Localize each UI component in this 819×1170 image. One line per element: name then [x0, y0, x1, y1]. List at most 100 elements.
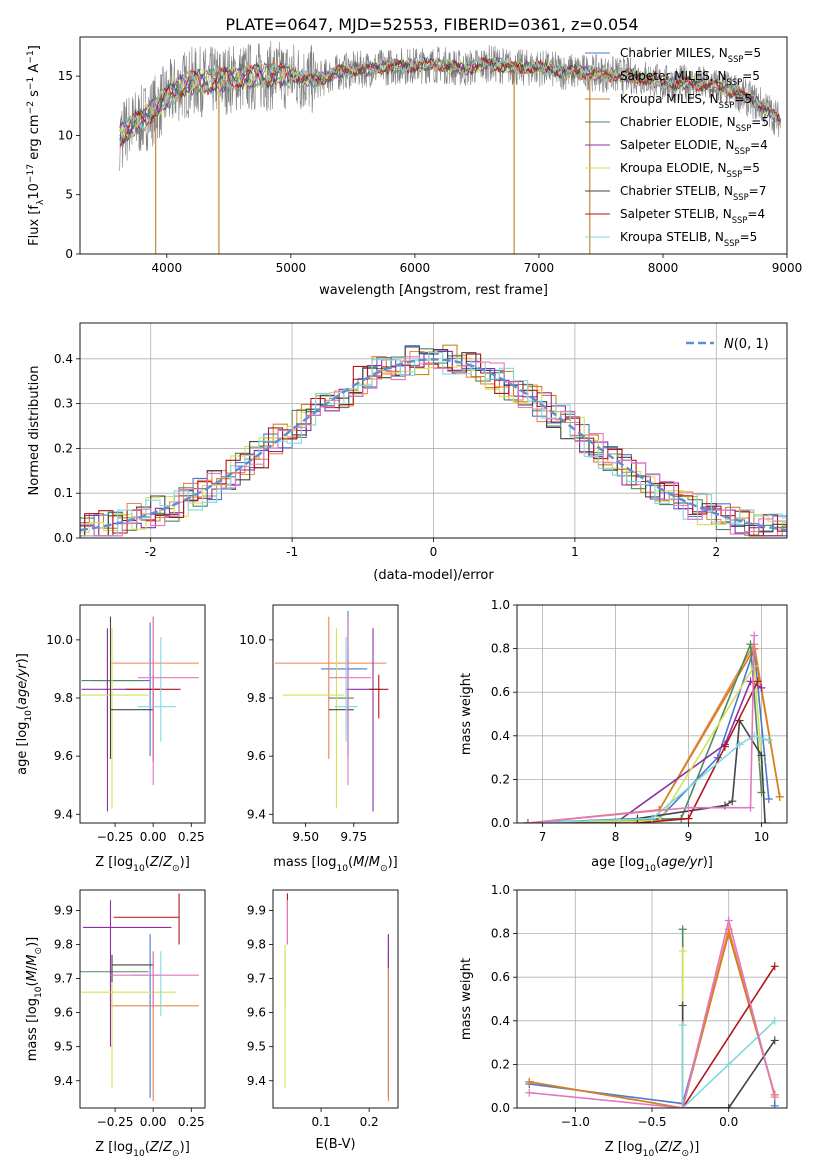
y-tick-label: 5: [65, 188, 73, 202]
mass-weight-marker: [770, 1093, 779, 1102]
y-tick-label: 9.6: [247, 1006, 266, 1020]
legend-label: Salpeter STELIB, NSSP=4: [620, 207, 765, 225]
y-tick-label: 9.8: [54, 691, 73, 705]
y-tick-label: 1.0: [491, 598, 510, 612]
mass_vs_EBV-plot-area: [284, 893, 389, 1102]
mass-weight-marker: [757, 751, 766, 760]
mass-weight-marker: [761, 819, 770, 823]
mass-weight-marker: [770, 1101, 779, 1108]
x-axis-label: (data-model)/error: [373, 568, 494, 583]
x-tick-label: -1: [286, 545, 298, 559]
residual-histogram-step: [80, 353, 787, 537]
mass-weight-marker: [746, 803, 755, 812]
y-tick-label: 9.7: [247, 972, 266, 986]
y-tick-label: 9.6: [54, 749, 73, 763]
spectrum-panel: 4000 5000 6000 7000 8000 9000 0 5 10 15 wavelength…: [26, 36, 802, 298]
mass-weight-marker: [523, 819, 532, 823]
axes-frame: [79, 322, 788, 539]
model-spectrum-line: [119, 56, 781, 144]
y-tick-label: 0.6: [491, 970, 510, 984]
mass-weight-marker: [753, 677, 762, 686]
x-tick-label: 9.75: [340, 830, 367, 844]
y-axis-label: mass [log10(M/M⊙)]: [25, 937, 44, 1061]
x-tick-label: 5000: [276, 261, 307, 275]
x-axis-label: Z [log10(Z/Z⊙)]: [605, 1140, 700, 1159]
mass-weight-marker: [770, 962, 779, 971]
axes-frame: [79, 36, 788, 255]
y-tick-label: 0.2: [491, 772, 510, 786]
y-tick-label: 0.3: [54, 397, 73, 411]
age_vs_Z-panel: −0.25 0.00 0.25 9.4 9.6 9.8 10.0 Z [log10(Z/Z⊙)…: [15, 604, 206, 874]
residuals-plot-area: [80, 344, 787, 537]
x-tick-label: 0.25: [178, 830, 205, 844]
legend-label: Salpeter MILES, NSSP=5: [620, 69, 760, 87]
y-tick-label: 15: [58, 69, 73, 83]
spectrum-plot-area: [119, 40, 781, 254]
y-tick-label: 9.6: [247, 749, 266, 763]
y-tick-label: 0.0: [491, 1101, 510, 1115]
x-axis-label: wavelength [Angstrom, rest frame]: [319, 283, 548, 298]
x-tick-label: 4000: [152, 261, 183, 275]
age_vs_mass-panel: 9.50 9.75 9.4 9.6 9.8 10.0 mass [log10(M/M⊙)]: [239, 604, 399, 874]
mass-weight-line: [529, 930, 776, 1108]
mass-weight-marker: [724, 1104, 733, 1108]
x-tick-label: 6000: [400, 261, 431, 275]
y-tick-label: 9.9: [247, 903, 266, 917]
mass-weight-marker: [525, 1077, 534, 1086]
x-tick-label: 0.0: [719, 1115, 738, 1129]
mass-weight-line: [527, 635, 755, 823]
x-tick-label: 7000: [524, 261, 555, 275]
x-tick-label: -2: [145, 545, 157, 559]
mass-weight-marker: [648, 814, 656, 823]
axes-frame: [272, 604, 399, 824]
y-tick-label: 9.8: [247, 691, 266, 705]
legend-label: Kroupa MILES, NSSP=5: [620, 92, 752, 110]
legend-label: Salpeter ELODIE, NSSP=4: [620, 138, 768, 156]
mass-weight-line: [529, 920, 776, 1108]
mass-weight-marker: [770, 1016, 779, 1025]
x-axis-label: age [log10(age/yr)]: [591, 855, 713, 874]
x-tick-label: 9.50: [292, 830, 319, 844]
legend-label: Kroupa ELODIE, NSSP=5: [620, 161, 760, 179]
mass-weight-marker: [633, 819, 642, 823]
mass-weight-marker: [678, 1021, 687, 1030]
residual-histogram-step: [80, 357, 787, 533]
x-tick-label: 1: [571, 545, 579, 559]
x-tick-label: 0: [430, 545, 438, 559]
x-tick-label: 0.00: [140, 1115, 167, 1129]
y-tick-label: 0.2: [491, 1057, 510, 1071]
mass-weight-marker: [525, 1088, 534, 1097]
axes-frame: [516, 604, 788, 824]
y-tick-label: 0: [65, 247, 73, 261]
x-tick-label: 0.2: [360, 1115, 379, 1129]
mass-weight-marker: [724, 916, 733, 925]
y-tick-label: 9.8: [54, 938, 73, 952]
mass-weight-marker: [728, 797, 737, 806]
y-tick-label: 10: [58, 128, 73, 142]
y-axis-label: Normed distribution: [27, 366, 42, 496]
x-axis-label: E(B-V): [315, 1137, 355, 1152]
mass-weight-marker: [678, 1104, 687, 1108]
mass-weight-marker: [757, 683, 766, 692]
mass_vs_EBV-panel: 0.1 0.2 9.4 9.5 9.6 9.7 9.8 9.9 E(B-V): [247, 889, 399, 1152]
weight_vs_Z-plot-area: [525, 916, 779, 1108]
residuals-panel: -2 -1 0 1 2 0.0 0.1 0.2 0.3 0.4 (data-model)/error…: [27, 322, 788, 583]
y-tick-label: 0.4: [54, 352, 73, 366]
y-tick-label: 9.5: [247, 1040, 266, 1054]
axes-frame: [516, 889, 788, 1109]
mass-weight-marker: [684, 803, 693, 812]
y-axis-label: Flux [fλ10−17 erg cm−2 s−1 A−1]: [26, 45, 46, 246]
legend-label: Chabrier STELIB, NSSP=7: [620, 184, 766, 202]
y-axis-label: mass weight: [459, 958, 474, 1040]
y-tick-label: 9.8: [247, 938, 266, 952]
weight_vs_age-plot-area: [523, 631, 784, 823]
age_vs_mass-plot-area: [274, 610, 389, 812]
y-tick-label: 9.5: [54, 1040, 73, 1054]
y-tick-label: 9.6: [54, 1006, 73, 1020]
spectrum-legend: Chabrier MILES, NSSP=5 Salpeter MILES, NS…: [585, 46, 769, 248]
mass_vs_Z-panel: −0.25 0.00 0.25 9.4 9.5 9.6 9.7 9.8 9.9 Z [log10(…: [25, 889, 206, 1159]
axes-frame: [79, 604, 206, 824]
legend-label: Kroupa STELIB, NSSP=5: [620, 230, 757, 248]
y-tick-label: 0.8: [491, 927, 510, 941]
weight_vs_Z-panel: −1.0 −0.5 0.0 0.0 0.2 0.4 0.6 0.8 1.0 mass weight…: [459, 883, 788, 1159]
